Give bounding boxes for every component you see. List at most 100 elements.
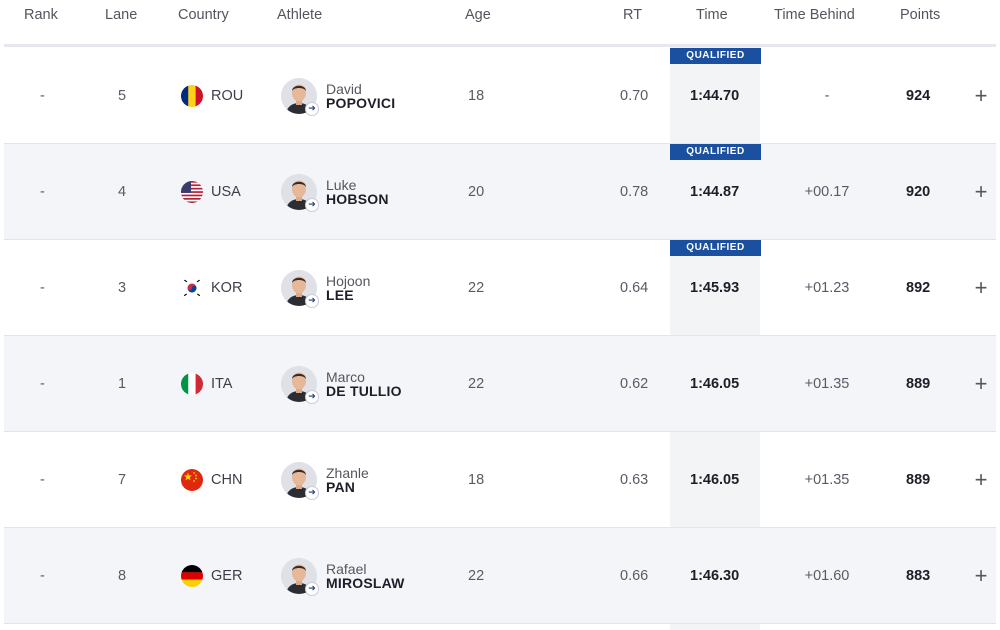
country-code: CHN: [211, 471, 243, 488]
country-code: GER: [211, 567, 243, 584]
expand-row-plus-icon[interactable]: +: [974, 562, 988, 588]
time-cell: 1:45.93: [690, 279, 740, 296]
time-cell: 1:44.87: [690, 183, 740, 200]
athlete-first-name: Luke: [326, 176, 357, 193]
table-row[interactable]: - 3 KOR ➔ Hojoon LEE 22 0.64 1:45.93 +01…: [4, 240, 996, 336]
rank-cell: -: [40, 183, 45, 200]
lane-cell: 3: [118, 279, 127, 296]
table-row[interactable]: - 4 USA ➔ Luke HOBSON 20 0.78 1:44.87 +0…: [4, 144, 996, 240]
qualified-badge: QUALIFIED: [670, 240, 761, 256]
rank-cell: -: [40, 279, 45, 296]
athlete-last-name: POPOVICI: [326, 94, 396, 111]
avatar[interactable]: ➔: [281, 77, 319, 116]
qualified-badge: QUALIFIED: [670, 48, 761, 64]
athlete-first-name: Zhanle: [326, 464, 369, 481]
expand-row-plus-icon[interactable]: +: [974, 82, 988, 108]
avatar[interactable]: ➔: [281, 461, 319, 500]
points-cell: 889: [906, 375, 931, 392]
avatar[interactable]: ➔: [281, 365, 319, 404]
expand-row-plus-icon[interactable]: +: [974, 370, 988, 396]
points-cell: 924: [906, 87, 931, 104]
time-behind-cell: -: [824, 87, 830, 104]
country-code: USA: [211, 183, 241, 200]
lane-cell: 4: [118, 183, 127, 200]
table-row[interactable]: - 1 ITA ➔ Marco DE TULLIO 22 0.62 1:46.0…: [4, 336, 996, 432]
athlete-photo-icon: [281, 365, 317, 402]
athlete-last-name: HOBSON: [326, 190, 389, 207]
age-cell: 22: [468, 375, 485, 392]
column-header-points[interactable]: Points: [900, 7, 941, 23]
column-header-rt[interactable]: RT: [623, 7, 643, 23]
athlete-last-name: PAN: [326, 478, 356, 495]
athlete-last-name: DE TULLIO: [326, 382, 402, 399]
lane-cell: 1: [118, 375, 127, 392]
time-cell: 1:44.70: [690, 87, 740, 104]
athlete-first-name: David: [326, 80, 362, 97]
points-cell: 892: [906, 279, 931, 296]
results-table-header: Rank Lane Country Athlete Age RT Time Ti…: [0, 0, 1000, 46]
expand-row-plus-icon[interactable]: +: [974, 466, 988, 492]
points-cell: 889: [906, 471, 931, 488]
china-flag-icon: [181, 468, 203, 491]
germany-flag-icon: [181, 564, 203, 587]
table-row[interactable]: - 8 GER ➔ Rafael MIROSLAW 22 0.66 1:46.3…: [4, 528, 996, 624]
table-row[interactable]: - 5 ROU ➔ David POPOVICI 18 0.70 1:44.70…: [4, 48, 996, 144]
points-cell: 920: [906, 183, 931, 200]
time-cell: 1:46.05: [690, 375, 740, 392]
rank-cell: -: [40, 375, 45, 392]
time-behind-cell: +00.17: [804, 183, 850, 200]
column-header-athlete[interactable]: Athlete: [277, 7, 323, 23]
profile-link-icon[interactable]: ➔: [305, 197, 319, 212]
reaction-time-cell: 0.78: [620, 183, 649, 200]
country-code: ITA: [211, 375, 233, 392]
athlete-first-name: Rafael: [326, 560, 367, 577]
column-header-age[interactable]: Age: [465, 7, 491, 23]
profile-link-icon[interactable]: ➔: [305, 389, 319, 404]
expand-row-plus-icon[interactable]: +: [974, 274, 988, 300]
lane-cell: 7: [118, 471, 127, 488]
reaction-time-cell: 0.62: [620, 375, 649, 392]
profile-link-icon[interactable]: ➔: [305, 101, 319, 116]
expand-row-plus-icon[interactable]: +: [974, 178, 988, 204]
column-header-country[interactable]: Country: [178, 7, 229, 23]
age-cell: 20: [468, 183, 485, 200]
avatar[interactable]: ➔: [281, 173, 319, 212]
athlete-first-name: Marco: [326, 368, 365, 385]
time-behind-cell: +01.35: [804, 471, 850, 488]
athlete-first-name: Hojoon: [326, 272, 371, 289]
athlete-photo-icon: [281, 173, 317, 210]
column-header-time[interactable]: Time: [696, 7, 728, 23]
italy-flag-icon: [181, 372, 203, 395]
lane-cell: 8: [118, 567, 127, 584]
points-cell: 883: [906, 567, 931, 584]
avatar[interactable]: ➔: [281, 269, 319, 308]
athlete-last-name: LEE: [326, 286, 354, 303]
lane-cell: 5: [118, 87, 127, 104]
rank-cell: -: [40, 471, 45, 488]
table-row[interactable]: - 7 CHN ➔ Zhanle PAN 18 0.63 1:46.05 +01…: [4, 432, 996, 528]
country-code: ROU: [211, 87, 244, 104]
time-behind-cell: +01.23: [804, 279, 850, 296]
avatar[interactable]: ➔: [281, 557, 319, 596]
country-code: KOR: [211, 279, 243, 296]
age-cell: 22: [468, 279, 485, 296]
profile-link-icon[interactable]: ➔: [305, 293, 319, 308]
reaction-time-cell: 0.66: [620, 567, 649, 584]
time-behind-cell: +01.60: [804, 567, 850, 584]
profile-link-icon[interactable]: ➔: [305, 581, 319, 596]
rank-cell: -: [40, 87, 45, 104]
column-header-time-behind[interactable]: Time Behind: [774, 7, 855, 23]
qualified-badge: QUALIFIED: [670, 144, 761, 160]
romania-flag-icon: [181, 84, 203, 107]
profile-link-icon[interactable]: ➔: [305, 485, 319, 500]
time-cell: 1:46.05: [690, 471, 740, 488]
reaction-time-cell: 0.70: [620, 87, 649, 104]
usa-flag-icon: [181, 180, 203, 203]
column-header-rank[interactable]: Rank: [24, 7, 58, 23]
reaction-time-cell: 0.63: [620, 471, 649, 488]
rank-cell: -: [40, 567, 45, 584]
time-behind-cell: +01.35: [804, 375, 850, 392]
korea-flag-icon: [181, 276, 203, 299]
column-header-lane[interactable]: Lane: [105, 7, 138, 23]
age-cell: 18: [468, 87, 485, 104]
